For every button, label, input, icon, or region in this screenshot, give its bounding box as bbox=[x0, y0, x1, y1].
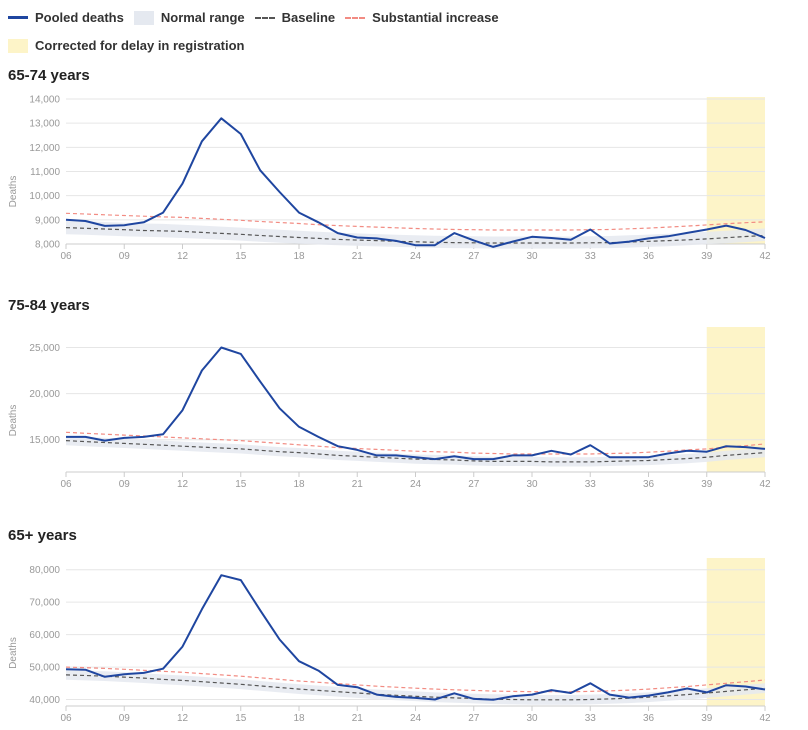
legend-baseline-label: Baseline bbox=[281, 10, 336, 25]
legend-corrected-label: Corrected for delay in registration bbox=[35, 38, 245, 53]
y-tick-label: 8,000 bbox=[35, 240, 60, 251]
x-tick-label: 36 bbox=[643, 251, 655, 262]
x-tick-label: 21 bbox=[352, 251, 364, 262]
x-tick-label: 24 bbox=[410, 479, 422, 490]
legend-corrected[interactable]: Corrected for delay in registration bbox=[8, 38, 245, 53]
baseline-swatch bbox=[254, 16, 275, 19]
x-tick-label: 21 bbox=[352, 479, 364, 490]
x-tick-label: 39 bbox=[701, 479, 713, 490]
x-tick-label: 36 bbox=[643, 479, 655, 490]
x-tick-label: 42 bbox=[759, 479, 771, 490]
corrected-region bbox=[706, 97, 765, 244]
x-tick-label: 39 bbox=[701, 713, 713, 724]
x-tick-label: 42 bbox=[759, 251, 771, 262]
x-tick-label: 06 bbox=[60, 479, 72, 490]
y-tick-label: 70,000 bbox=[29, 598, 60, 609]
y-axis-label: Deaths bbox=[8, 176, 19, 208]
y-axis-label: Deaths bbox=[8, 405, 19, 437]
legend-pooled-label: Pooled deaths bbox=[35, 10, 124, 25]
x-tick-label: 30 bbox=[526, 251, 538, 262]
y-tick-label: 20,000 bbox=[29, 389, 60, 400]
x-tick-label: 39 bbox=[701, 251, 713, 262]
legend-row-1: Pooled deaths Normal range Baseline Subs… bbox=[8, 8, 798, 27]
legend-substantial-label: Substantial increase bbox=[372, 10, 499, 25]
substantial-increase-line bbox=[65, 431, 766, 455]
chart-65-plus-years: 40,000 50,000 60,000 70,000 80,000 06 09 12 15 18… bbox=[8, 558, 771, 724]
x-tick-label: 12 bbox=[177, 479, 189, 490]
pooled-deaths-swatch bbox=[8, 16, 28, 19]
x-tick-label: 33 bbox=[585, 479, 597, 490]
x-tick-label: 15 bbox=[235, 479, 247, 490]
baseline-line bbox=[65, 440, 766, 463]
y-tick-label: 11,000 bbox=[30, 167, 60, 178]
legend-substantial-increase[interactable]: Substantial increase bbox=[345, 10, 499, 25]
chart-65-74-years: 8,000 9,000 10,000 11,000 12,000 13,000 14,000… bbox=[8, 95, 771, 263]
x-tick-label: 33 bbox=[585, 251, 597, 262]
x-tick-label: 24 bbox=[410, 713, 422, 724]
x-tick-label: 18 bbox=[293, 713, 305, 724]
panel-title-65-plus: 65+ years bbox=[8, 527, 77, 544]
x-tick-label: 33 bbox=[585, 713, 597, 724]
legend-row-2: Corrected for delay in registration bbox=[8, 36, 798, 55]
normal-range-band bbox=[66, 670, 765, 705]
panel-title-65-74: 65-74 years bbox=[8, 67, 90, 84]
x-tick-label: 21 bbox=[352, 713, 364, 724]
baseline-line bbox=[65, 227, 766, 244]
normal-range-band bbox=[66, 436, 765, 467]
chart-75-84-years: 15,000 20,000 25,000 06 09 12 15 18 21 24 27 30 33 36… bbox=[8, 327, 771, 490]
x-tick-label: 09 bbox=[119, 713, 131, 724]
x-tick-label: 27 bbox=[468, 713, 480, 724]
x-tick-label: 06 bbox=[60, 713, 72, 724]
y-tick-label: 14,000 bbox=[29, 95, 60, 106]
x-tick-label: 24 bbox=[410, 251, 422, 262]
pooled-deaths-line bbox=[65, 574, 766, 701]
y-tick-label: 12,000 bbox=[29, 143, 60, 154]
legend-pooled-deaths[interactable]: Pooled deaths bbox=[8, 10, 124, 25]
x-tick-label: 09 bbox=[119, 251, 131, 262]
normal-range-swatch bbox=[133, 10, 154, 25]
corrected-region bbox=[706, 558, 765, 706]
corrected-swatch bbox=[8, 38, 28, 53]
y-tick-label: 13,000 bbox=[29, 119, 60, 130]
x-tick-label: 15 bbox=[235, 713, 247, 724]
y-tick-label: 60,000 bbox=[29, 630, 60, 641]
y-tick-label: 25,000 bbox=[29, 343, 60, 354]
y-tick-label: 9,000 bbox=[35, 215, 60, 226]
x-tick-label: 30 bbox=[526, 479, 538, 490]
pooled-deaths-line bbox=[65, 117, 766, 248]
legend-normal-range[interactable]: Normal range bbox=[133, 10, 245, 25]
y-tick-label: 50,000 bbox=[29, 663, 60, 674]
x-tick-label: 12 bbox=[177, 713, 189, 724]
substantial-increase-line bbox=[65, 212, 766, 231]
legend-normal-label: Normal range bbox=[160, 10, 245, 25]
y-tick-label: 80,000 bbox=[29, 565, 60, 576]
x-tick-label: 06 bbox=[60, 251, 72, 262]
chart-legend: Pooled deaths Normal range Baseline Subs… bbox=[8, 8, 798, 64]
panel-title-75-84: 75-84 years bbox=[8, 297, 90, 314]
x-tick-label: 42 bbox=[759, 713, 771, 724]
x-tick-label: 15 bbox=[235, 251, 247, 262]
baseline-line bbox=[65, 674, 766, 701]
substantial-increase-line bbox=[65, 666, 766, 693]
legend-baseline[interactable]: Baseline bbox=[254, 10, 336, 25]
y-tick-label: 40,000 bbox=[29, 695, 60, 706]
x-tick-label: 36 bbox=[643, 713, 655, 724]
x-tick-label: 12 bbox=[177, 251, 189, 262]
pooled-deaths-line bbox=[66, 346, 766, 461]
y-tick-label: 15,000 bbox=[29, 435, 60, 446]
y-axis-label: Deaths bbox=[8, 637, 19, 669]
x-tick-label: 27 bbox=[468, 251, 480, 262]
x-tick-label: 18 bbox=[293, 251, 305, 262]
x-tick-label: 27 bbox=[468, 479, 480, 490]
substantial-increase-swatch bbox=[345, 16, 366, 19]
x-tick-label: 18 bbox=[293, 479, 305, 490]
normal-range-band bbox=[66, 220, 765, 249]
y-tick-label: 10,000 bbox=[29, 191, 60, 202]
x-tick-label: 30 bbox=[526, 713, 538, 724]
x-tick-label: 09 bbox=[119, 479, 131, 490]
